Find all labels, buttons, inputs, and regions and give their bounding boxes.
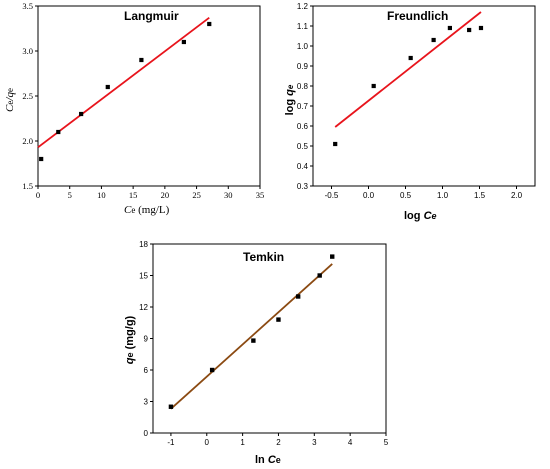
freundlich-y-tick-label: 0.3 [297,182,309,191]
temkin-panel: Temkin ln Ce qe (mg/g) -1 0 1 2 3 4 5036912151… [124,240,389,466]
temkin-data-point [330,254,335,259]
freundlich-fit-line [334,11,482,128]
freundlich-y-tick-label: 0.6 [297,122,309,131]
langmuir-data-point [105,84,110,90]
freundlich-x-tick-label: 2.0 [511,191,523,200]
langmuir-plot-frame [37,5,261,187]
temkin-title: Temkin [243,250,284,264]
temkin-plot-frame [152,243,387,434]
freundlich-y-tick-label: 0.4 [297,162,309,171]
langmuir-x-tick-label: 10 [97,190,106,200]
freundlich-x-axis-title: log Ce [404,210,437,222]
freundlich-x-tick-label: 0.0 [363,191,375,200]
temkin-fit-line [170,263,333,410]
langmuir-x-axis-title: Ce (mg/L) [124,204,170,216]
langmuir-data-point [39,156,44,162]
langmuir-title: Langmuir [124,9,179,23]
freundlich-y-tick-label: 1.2 [297,2,309,11]
temkin-data-point [295,294,301,299]
freundlich-data-point [333,141,338,147]
freundlich-y-tick-label: 0.7 [297,102,309,111]
langmuir-x-tick-label: 15 [129,190,138,200]
temkin-y-tick-label: 9 [144,335,149,344]
temkin-y-tick-label: 15 [139,272,148,281]
freundlich-data-point [431,37,436,43]
freundlich-y-tick-label: 0.9 [297,62,309,71]
temkin-data-point [276,317,281,322]
temkin-y-tick-label: 0 [144,429,149,438]
temkin-x-axis-title: ln Ce [255,454,281,466]
langmuir-data-point [207,21,212,27]
freundlich-x-tick-label: -0.5 [325,191,339,200]
temkin-data-point [168,404,174,409]
langmuir-data-point [79,111,84,117]
freundlich-y-tick-label: 0.5 [297,142,309,151]
temkin-x-tick-label: 2 [276,438,281,447]
temkin-y-axis-title: qe (mg/g) [124,315,136,364]
langmuir-panel: Langmuir Ce (mg/L) Ce/qe 0 5 10 15 20 25 30 35 1… [4,1,264,216]
langmuir-data-point [181,39,186,45]
freundlich-y-tick-label: 1.1 [297,22,309,31]
temkin-x-tick-label: -1 [167,438,175,447]
freundlich-data-point [408,55,413,61]
langmuir-x-tick-label: 5 [68,190,72,200]
temkin-x-tick-label: 5 [384,438,389,447]
temkin-y-tick-label: 3 [144,398,149,407]
langmuir-x-tick-label: 25 [192,190,201,200]
langmuir-data-point [56,129,61,135]
freundlich-panel: Freundlich log Ce log qe -0.5 0.0 0.5 1.0 1.… [284,2,536,222]
langmuir-fit-line [37,16,210,149]
langmuir-x-tick-label: 35 [256,190,265,200]
temkin-data-point [317,273,322,278]
temkin-y-tick-label: 18 [139,240,148,249]
langmuir-y-axis-title: Ce/qe [4,88,16,112]
temkin-x-tick-label: 0 [205,438,210,447]
freundlich-x-tick-label: 1.0 [437,191,449,200]
langmuir-y-tick-label: 3.0 [22,46,33,56]
langmuir-y-tick-label: 2.5 [22,91,33,101]
langmuir-y-tick-label: 3.5 [22,1,33,11]
langmuir-x-tick-label: 30 [224,190,233,200]
freundlich-y-tick-label: 1.0 [297,42,309,51]
freundlich-data-point [447,25,452,31]
freundlich-data-point [371,83,376,89]
langmuir-data-point [139,57,144,63]
langmuir-x-tick-label: 20 [161,190,170,200]
temkin-y-tick-label: 6 [144,366,149,375]
temkin-data-point [209,367,215,373]
freundlich-plot-frame [312,5,536,187]
freundlich-data-point [467,27,472,33]
freundlich-x-tick-label: 1.5 [474,191,486,200]
temkin-y-tick-label: 12 [139,303,148,312]
temkin-data-point [251,338,256,343]
freundlich-title: Freundlich [387,9,448,23]
temkin-x-tick-label: 4 [348,438,353,447]
langmuir-x-tick-label: 0 [36,190,40,200]
freundlich-data-point [478,25,484,31]
freundlich-x-tick-label: 0.5 [400,191,412,200]
freundlich-y-axis-title: log qe [284,84,296,115]
temkin-x-tick-label: 3 [312,438,317,447]
langmuir-y-tick-label: 2.0 [22,136,33,146]
temkin-x-tick-label: 1 [240,438,245,447]
langmuir-y-tick-label: 1.5 [22,181,33,191]
freundlich-y-tick-label: 0.8 [297,82,309,91]
